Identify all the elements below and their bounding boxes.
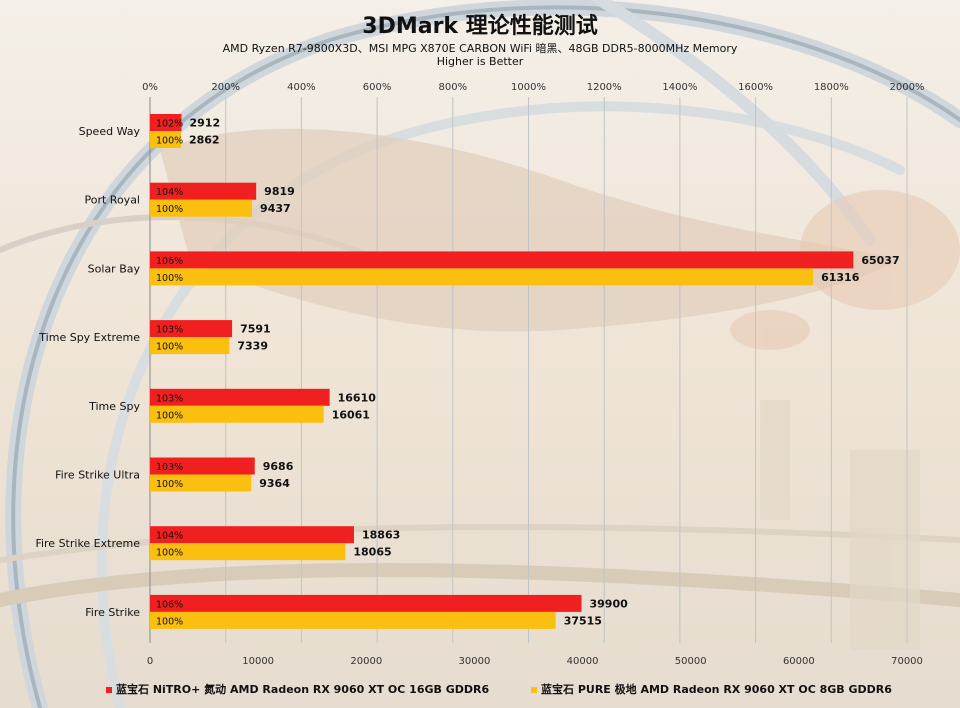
bar-percent-label: 100% [156,273,183,284]
bar-percent-label: 103% [156,393,183,404]
category-label: Port Royal [85,194,141,207]
bar-value-label: 61316 [821,271,860,284]
bar-value-label: 9437 [260,202,291,215]
bar-percent-label: 100% [156,136,183,147]
bar-series1 [150,182,257,200]
category-label: Fire Strike Ultra [55,469,140,482]
bar-series1 [150,114,182,131]
bar-percent-label: 102% [156,119,183,130]
bottom-axis-tick-label: 60000 [783,656,815,667]
legend-item-series2: 蓝宝石 PURE 极地 AMD Radeon RX 9060 XT OC 8GB… [531,681,892,697]
bar-series1 [150,526,354,544]
bottom-axis-tick-label: 10000 [242,656,274,667]
bar-percent-label: 104% [156,187,183,198]
bar-value-label: 2862 [189,134,220,147]
bar-series1 [150,457,255,475]
bottom-axis-tick-label: 50000 [675,656,707,667]
top-axis-tick-label: 1800% [814,82,849,93]
bar-value-label: 16061 [332,408,370,421]
category-label: Time Spy Extreme [38,331,140,344]
bar-percent-label: 100% [156,342,183,353]
bottom-axis-tick-label: 20000 [350,656,382,667]
bar-series1 [150,388,330,406]
bar-series2 [150,199,253,217]
bar-series2 [150,611,556,629]
category-label: Fire Strike Extreme [35,537,140,550]
bar-value-label: 2912 [189,117,220,130]
top-axis-tick-label: 400% [287,82,316,93]
legend-swatch-series2 [531,687,537,693]
bar-value-label: 9686 [263,460,294,473]
bar-percent-label: 100% [156,410,183,421]
chart-subtitle: AMD Ryzen R7-9800X3D、MSI MPG X870E CARBO… [222,42,738,55]
legend-swatch-series1 [106,687,112,693]
bar-value-label: 9364 [259,477,290,490]
category-label: Fire Strike [85,606,140,619]
bar-value-label: 65037 [861,254,899,267]
bar-percent-label: 103% [156,462,183,473]
x-axis-top-percent: 0% 200% 400% 600% 800% 1000% 1200% 1400% 1600% 18… [142,82,924,93]
bar-percent-label: 100% [156,548,183,559]
bar-value-label: 9819 [264,185,295,198]
gridlines [149,97,908,643]
legend-label-series1: 蓝宝石 NiTRO+ 氮动 AMD Radeon RX 9060 XT OC 1… [116,683,490,696]
category-label: Solar Bay [88,262,141,275]
bar-series2 [150,543,346,561]
top-axis-tick-label: 1200% [587,82,622,93]
bottom-axis-tick-label: 40000 [567,656,599,667]
top-axis-tick-label: 1600% [738,82,773,93]
bar-percent-label: 106% [156,599,183,610]
bar-percent-label: 106% [156,256,183,267]
top-axis-tick-label: 600% [363,82,392,93]
bar-value-label: 18065 [353,546,391,559]
category-label: Time Spy [88,400,140,413]
bar-percent-label: 100% [156,616,183,627]
top-axis-tick-label: 800% [439,82,468,93]
bar-series2 [150,268,814,286]
bar-value-label: 7339 [237,340,268,353]
chart-title: 3DMark 理论性能测试 [362,14,598,39]
bottom-axis-tick-label: 30000 [459,656,491,667]
top-axis-tick-label: 0% [142,82,158,93]
bar-series1 [150,594,582,612]
legend-item-series1: 蓝宝石 NiTRO+ 氮动 AMD Radeon RX 9060 XT OC 1… [106,681,489,697]
bar-value-label: 16610 [338,391,377,404]
bar-value-label: 7591 [240,323,271,336]
bar-value-label: 39900 [589,597,628,610]
x-axis-bottom-score: 0 10000 20000 30000 40000 50000 60000 70000 [147,656,923,667]
bar-percent-label: 100% [156,479,183,490]
bar-percent-label: 103% [156,325,183,336]
category-label: Speed Way [79,125,141,138]
bar-value-label: 18863 [362,529,400,542]
bar-percent-label: 100% [156,204,183,215]
bottom-axis-tick-label: 0 [147,656,153,667]
bottom-axis-tick-label: 70000 [891,656,923,667]
bar-series2 [150,131,181,148]
bar-series2 [150,337,230,355]
bar-series2 [150,405,324,423]
top-axis-tick-label: 200% [211,82,240,93]
top-axis-tick-label: 2000% [890,82,925,93]
bar-value-label: 37515 [564,614,602,627]
chart-subtitle-note: Higher is Better [436,55,524,68]
bars: 102% 2912 100% 2862 104% 9819 100% 9437 106% 6503… [150,114,900,629]
bar-series1 [150,251,854,269]
top-axis-tick-label: 1400% [662,82,697,93]
y-axis-categories: Speed Way Port Royal Solar Bay Time Spy Ext… [35,125,140,619]
legend-label-series2: 蓝宝石 PURE 极地 AMD Radeon RX 9060 XT OC 8GB… [541,683,892,696]
bar-series2 [150,474,252,492]
bar-percent-label: 104% [156,531,183,542]
top-axis-tick-label: 1000% [511,82,546,93]
bar-series1 [150,320,233,338]
